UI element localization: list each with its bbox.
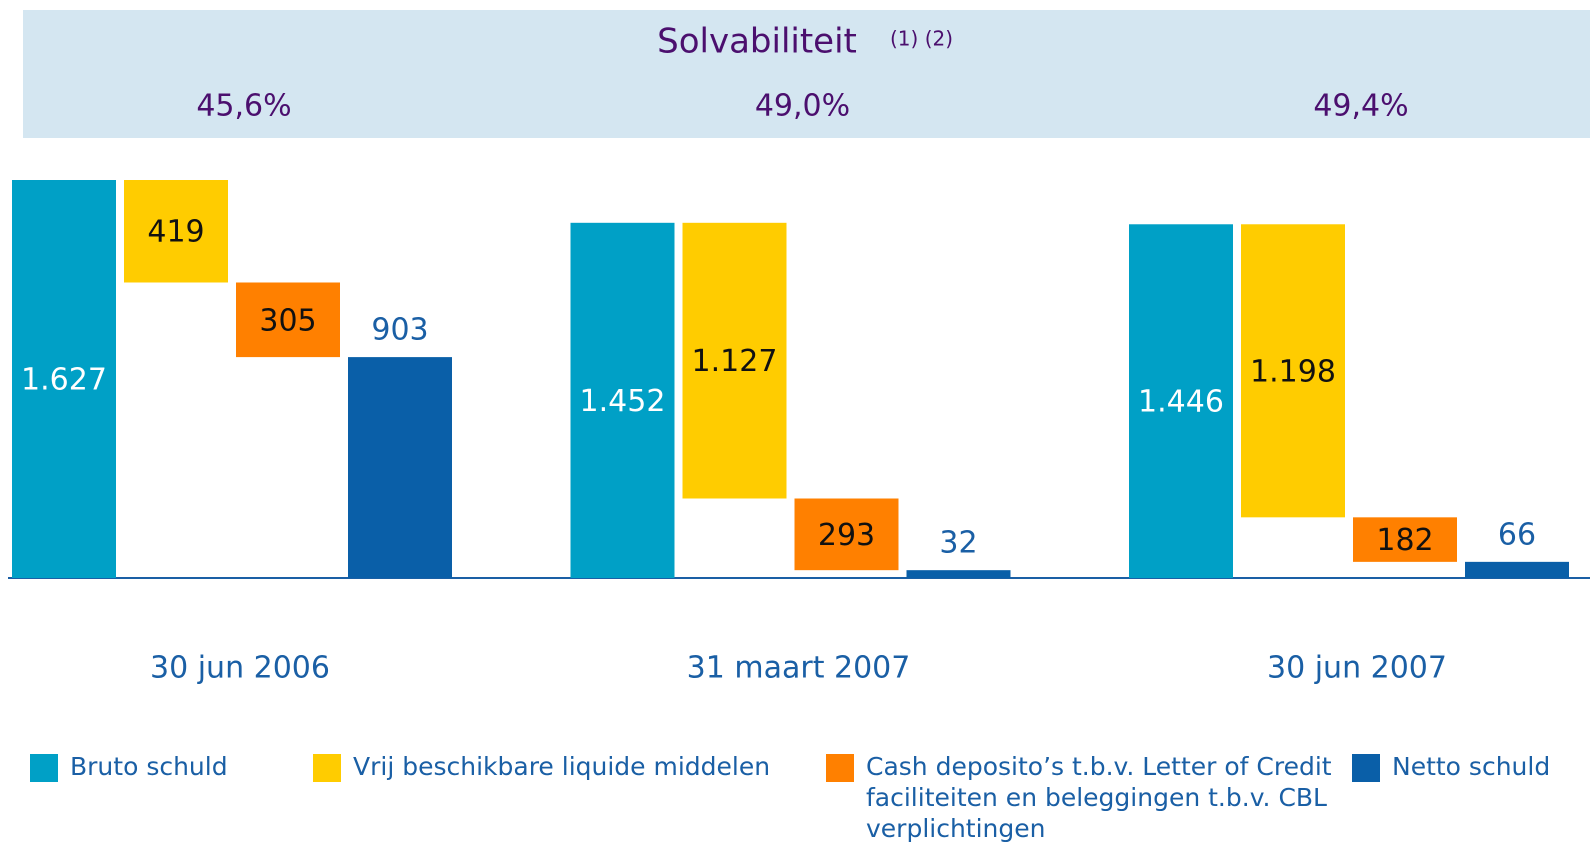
value-label: 305 — [259, 303, 316, 338]
x-tick-label: 30 jun 2007 — [1267, 651, 1447, 686]
solvency-label: 49,4% — [1313, 89, 1408, 124]
legend: Bruto schuld Vrij beschikbare liquide mid… — [0, 752, 1590, 854]
legend-swatch — [826, 754, 854, 782]
value-label: 32 — [939, 526, 977, 561]
value-label: 182 — [1376, 523, 1433, 558]
legend-item: Vrij beschikbare liquide middelen — [313, 752, 853, 782]
value-label: 293 — [818, 518, 875, 553]
legend-label: Vrij beschikbare liquide middelen — [353, 752, 771, 781]
header-band — [23, 10, 1590, 138]
legend-label: Netto schuld — [1392, 752, 1551, 781]
value-label: 903 — [371, 313, 428, 348]
legend-swatch — [313, 754, 341, 782]
value-label: 1.452 — [580, 384, 666, 419]
value-label: 1.127 — [692, 344, 778, 379]
bar — [1465, 561, 1569, 578]
solvency-label: 49,0% — [755, 89, 850, 124]
value-label: 1.198 — [1250, 354, 1336, 389]
x-tick-label: 31 maart 2007 — [687, 651, 911, 686]
bar — [1353, 517, 1457, 562]
value-label: 1.446 — [1138, 385, 1224, 420]
bar — [794, 498, 899, 571]
bar — [124, 180, 228, 283]
legend-label: Cash deposito’s t.b.v. Letter of Credit … — [866, 752, 1332, 843]
chart: Solvabiliteit (1) (2) 30 jun 2006 45,6% 1.… — [8, 10, 1590, 686]
bar — [1241, 224, 1345, 518]
bar — [906, 570, 1011, 578]
bar — [236, 282, 340, 358]
bar — [682, 222, 787, 499]
legend-item: Netto schuld — [1352, 752, 1590, 782]
legend-swatch — [1352, 754, 1380, 782]
chart-title: Solvabiliteit — [657, 22, 857, 62]
value-label: 419 — [147, 215, 204, 250]
legend-swatch — [30, 754, 58, 782]
value-label: 66 — [1498, 517, 1536, 552]
bar — [570, 222, 675, 579]
bar — [1129, 224, 1233, 578]
legend-item: Bruto schuld — [30, 752, 330, 782]
legend-item: Cash deposito’s t.b.v. Letter of Credit … — [826, 752, 1336, 844]
legend-label: Bruto schuld — [70, 752, 228, 781]
solvency-label: 45,6% — [196, 89, 291, 124]
x-tick-label: 30 jun 2006 — [150, 651, 330, 686]
title-note: (1) (2) — [890, 27, 953, 51]
bar — [348, 357, 452, 578]
value-label: 1.627 — [21, 363, 107, 398]
bar — [12, 180, 116, 578]
